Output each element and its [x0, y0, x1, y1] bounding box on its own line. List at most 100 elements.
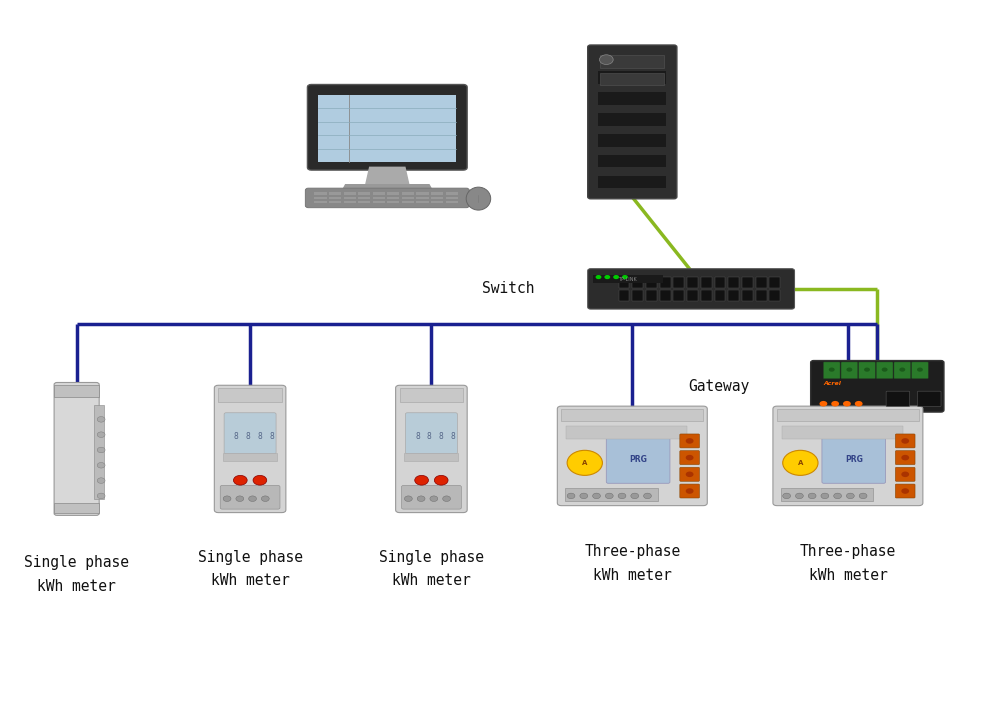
Text: Single phase
kWh meter: Single phase kWh meter — [24, 555, 129, 594]
Bar — [54, 385, 99, 397]
Bar — [344, 197, 356, 200]
FancyBboxPatch shape — [876, 362, 893, 378]
Circle shape — [430, 496, 438, 501]
FancyBboxPatch shape — [224, 413, 276, 454]
Bar — [687, 290, 698, 302]
Bar — [94, 405, 104, 499]
Bar — [701, 290, 712, 302]
Circle shape — [843, 401, 851, 407]
Bar — [566, 427, 687, 439]
Text: 8: 8 — [246, 432, 250, 441]
Text: PRG: PRG — [629, 455, 647, 464]
Bar — [598, 176, 666, 188]
FancyBboxPatch shape — [680, 451, 699, 464]
Circle shape — [821, 493, 829, 498]
Bar — [404, 453, 458, 462]
FancyBboxPatch shape — [557, 406, 707, 506]
Bar — [769, 290, 780, 302]
Polygon shape — [341, 185, 433, 192]
Polygon shape — [366, 168, 409, 185]
FancyBboxPatch shape — [588, 45, 677, 199]
Bar — [701, 277, 712, 288]
Bar — [446, 197, 458, 200]
Text: TP-LINK: TP-LINK — [618, 277, 637, 282]
Bar — [223, 453, 277, 462]
Bar — [600, 55, 664, 68]
Bar — [358, 197, 370, 200]
Circle shape — [593, 493, 600, 498]
Bar — [769, 277, 780, 288]
FancyBboxPatch shape — [823, 362, 840, 378]
Circle shape — [233, 476, 247, 485]
Circle shape — [261, 496, 269, 501]
FancyBboxPatch shape — [912, 362, 928, 378]
Bar — [373, 201, 385, 204]
FancyBboxPatch shape — [606, 435, 670, 484]
Bar — [742, 290, 753, 302]
Circle shape — [901, 488, 909, 494]
FancyBboxPatch shape — [680, 484, 699, 498]
FancyBboxPatch shape — [214, 386, 286, 513]
Circle shape — [829, 368, 835, 372]
Bar — [782, 427, 903, 439]
Bar — [593, 275, 663, 283]
FancyBboxPatch shape — [405, 413, 457, 454]
Bar — [416, 192, 429, 195]
Circle shape — [97, 447, 105, 453]
Text: 8: 8 — [234, 432, 239, 441]
FancyBboxPatch shape — [307, 84, 467, 170]
Bar — [561, 409, 703, 422]
Text: Single phase
kWh meter: Single phase kWh meter — [198, 550, 303, 588]
Circle shape — [855, 401, 863, 407]
FancyBboxPatch shape — [220, 486, 280, 509]
Circle shape — [97, 432, 105, 437]
FancyBboxPatch shape — [886, 391, 910, 407]
Text: 8: 8 — [439, 432, 444, 441]
Text: Switch: Switch — [482, 281, 534, 296]
Bar — [358, 192, 370, 195]
Bar — [373, 192, 385, 195]
Text: 8: 8 — [257, 432, 262, 441]
Bar — [600, 73, 664, 85]
Circle shape — [846, 493, 854, 498]
FancyBboxPatch shape — [402, 486, 461, 509]
Circle shape — [596, 275, 601, 279]
Bar — [358, 201, 370, 204]
Bar — [314, 192, 327, 195]
FancyBboxPatch shape — [54, 383, 99, 515]
Circle shape — [901, 438, 909, 444]
FancyBboxPatch shape — [773, 406, 923, 506]
Bar — [598, 134, 666, 146]
Bar — [446, 192, 458, 195]
FancyBboxPatch shape — [680, 434, 699, 448]
Bar — [728, 290, 739, 302]
Bar — [660, 290, 671, 302]
Circle shape — [97, 462, 105, 468]
Circle shape — [901, 455, 909, 460]
Circle shape — [901, 471, 909, 477]
Text: 8: 8 — [451, 432, 455, 441]
Bar — [54, 503, 99, 513]
Bar — [329, 192, 341, 195]
FancyBboxPatch shape — [811, 361, 944, 412]
Bar — [344, 201, 356, 204]
Bar — [756, 290, 767, 302]
Bar — [402, 197, 414, 200]
FancyBboxPatch shape — [895, 451, 915, 464]
Bar — [598, 72, 666, 84]
Circle shape — [443, 496, 451, 501]
Bar — [344, 192, 356, 195]
Bar — [598, 113, 666, 126]
FancyBboxPatch shape — [305, 188, 469, 207]
FancyBboxPatch shape — [588, 268, 794, 309]
Bar — [728, 277, 739, 288]
Circle shape — [882, 368, 888, 372]
FancyBboxPatch shape — [895, 434, 915, 448]
Bar — [318, 95, 456, 163]
Bar — [329, 197, 341, 200]
Text: 8: 8 — [427, 432, 432, 441]
Circle shape — [97, 417, 105, 422]
Bar — [431, 201, 443, 204]
Text: 8: 8 — [269, 432, 274, 441]
Circle shape — [599, 55, 613, 65]
